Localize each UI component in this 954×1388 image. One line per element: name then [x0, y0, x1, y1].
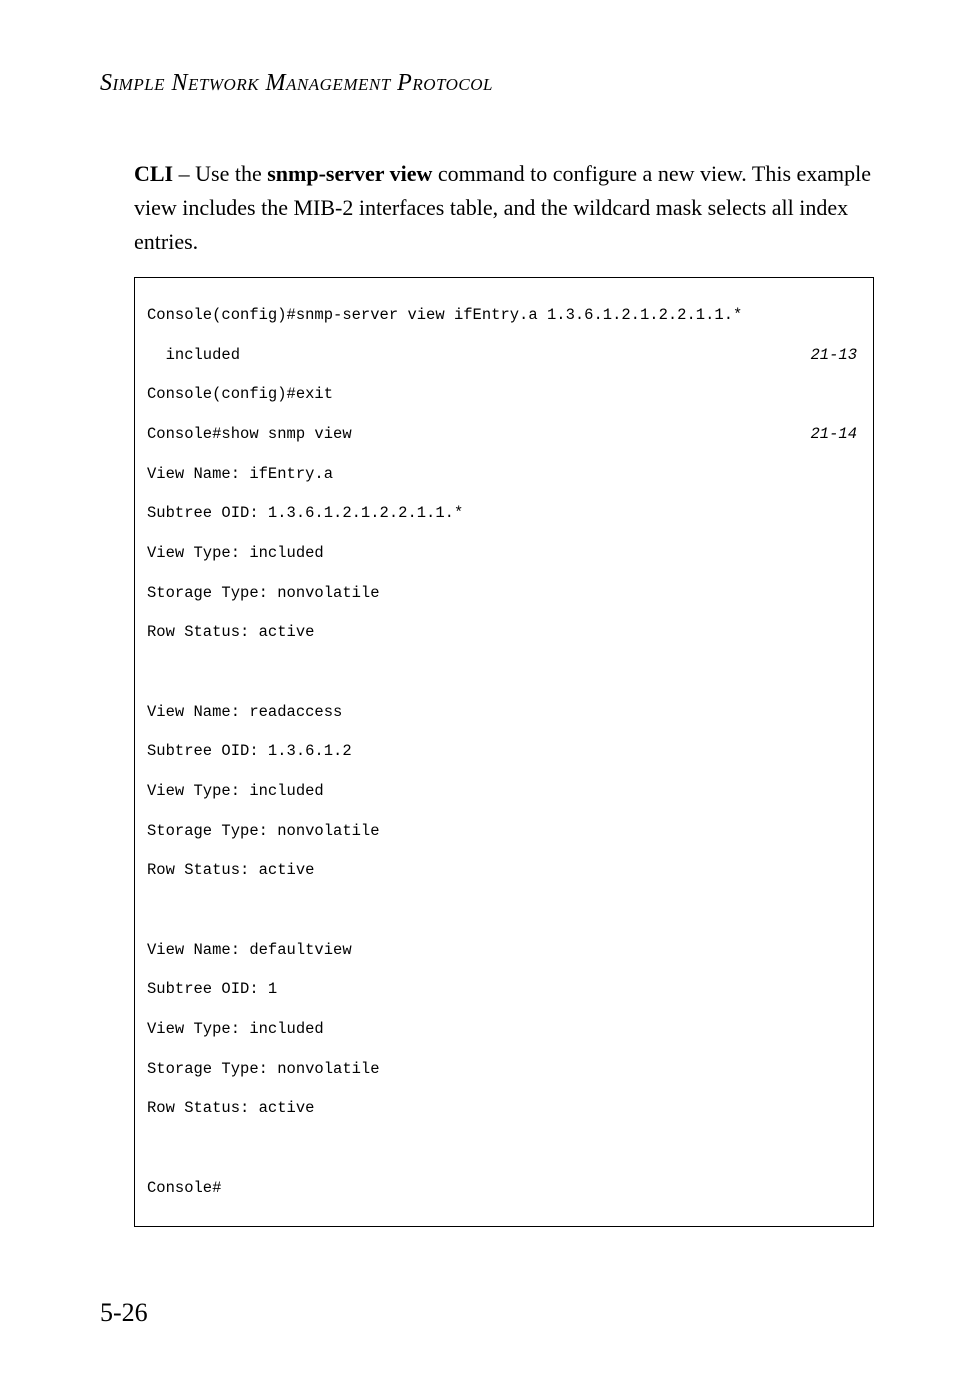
content-area: CLI – Use the snmp-server view command t…	[100, 157, 874, 1227]
code-line: View Type: included	[147, 782, 861, 802]
code-line: Row Status: active	[147, 623, 861, 643]
console-output-box: Console(config)#snmp-server view ifEntry…	[134, 277, 874, 1227]
code-line: Console(config)#snmp-server view ifEntry…	[147, 306, 861, 326]
command-name: snmp-server view	[267, 161, 432, 186]
code-blank	[147, 663, 861, 683]
code-line: View Type: included	[147, 1020, 861, 1040]
code-text: Console#show snmp view	[147, 425, 352, 445]
page-reference: 21-13	[810, 346, 861, 366]
page-reference: 21-14	[810, 425, 861, 445]
body-paragraph: CLI – Use the snmp-server view command t…	[134, 157, 874, 259]
running-head: Simple Network Management Protocol	[100, 70, 874, 97]
code-line: included 21-13	[147, 346, 861, 366]
code-line: Subtree OID: 1.3.6.1.2.1.2.2.1.1.*	[147, 504, 861, 524]
code-blank	[147, 901, 861, 921]
code-line: Storage Type: nonvolatile	[147, 1060, 861, 1080]
code-line: Subtree OID: 1.3.6.1.2	[147, 742, 861, 762]
code-line: Row Status: active	[147, 861, 861, 881]
cli-label: CLI	[134, 161, 173, 186]
code-line: Console#show snmp view 21-14	[147, 425, 861, 445]
code-line: Row Status: active	[147, 1099, 861, 1119]
code-line: Console#	[147, 1179, 861, 1199]
code-blank	[147, 1139, 861, 1159]
page-number: 5-26	[100, 1298, 148, 1328]
code-line: Console(config)#exit	[147, 385, 861, 405]
code-line: View Name: ifEntry.a	[147, 465, 861, 485]
code-line: View Type: included	[147, 544, 861, 564]
code-line: Subtree OID: 1	[147, 980, 861, 1000]
code-line: Storage Type: nonvolatile	[147, 584, 861, 604]
code-line: Storage Type: nonvolatile	[147, 822, 861, 842]
code-line: View Name: readaccess	[147, 703, 861, 723]
page-container: Simple Network Management Protocol CLI –…	[0, 0, 954, 1388]
para-text-1: – Use the	[173, 161, 267, 186]
code-text: included	[147, 346, 240, 366]
code-line: View Name: defaultview	[147, 941, 861, 961]
